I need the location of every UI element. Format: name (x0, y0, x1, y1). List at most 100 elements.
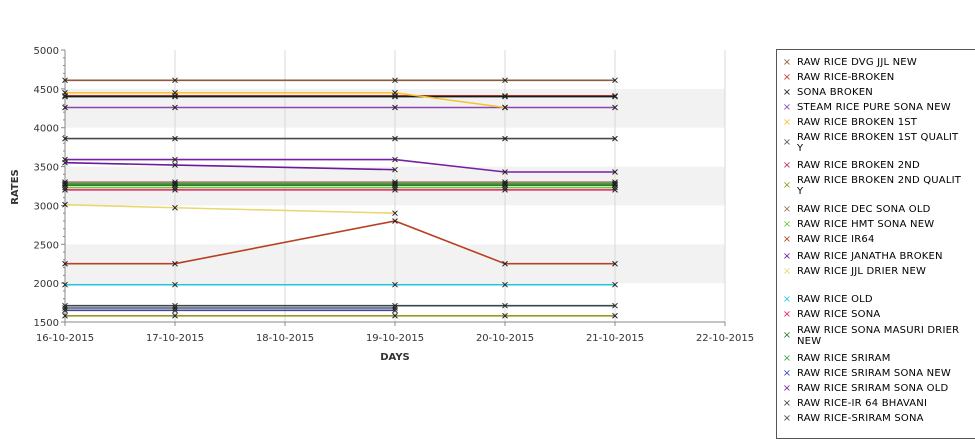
data-point (172, 307, 178, 314)
legend-label: RAW RICE-BROKEN (797, 72, 895, 83)
legend-label: RAW RICE JANATHA BROKEN (797, 251, 943, 262)
legend-marker-icon: × (782, 203, 792, 215)
legend-item: × RAW RICE DEC SONA OLD (777, 204, 975, 215)
legend-marker-icon: × (782, 180, 792, 191)
data-point (502, 302, 508, 309)
y-axis-title: RATES (10, 169, 21, 205)
legend-label: RAW RICE BROKEN 2ND QUALITY (797, 175, 962, 197)
data-point (612, 187, 618, 193)
legend-item: × RAW RICE SRIRAM SONA OLD (777, 383, 975, 394)
data-point (62, 312, 68, 319)
legend-item: × RAW RICE OLD (777, 294, 975, 305)
data-point (502, 169, 508, 175)
legend-item: × RAW RICE HMT SONA NEW (777, 219, 975, 230)
data-point (62, 305, 68, 311)
data-point (612, 182, 618, 189)
data-point (392, 77, 398, 84)
data-point (62, 187, 68, 193)
legend-label: RAW RICE SONA MASURI DRIER NEW (797, 325, 960, 347)
legend-label: RAW RICE SRIRAM (797, 353, 891, 364)
legend-marker-icon: × (782, 56, 792, 68)
x-tick-label: 17-10-2015 (146, 333, 204, 344)
legend-item: × RAW RICE SRIRAM SONA NEW (777, 368, 975, 379)
data-point (62, 307, 68, 314)
data-point (612, 169, 618, 175)
data-point (502, 93, 508, 100)
data-point (172, 187, 178, 193)
legend-marker-icon: × (782, 137, 792, 148)
legend-marker-icon: × (782, 293, 792, 305)
legend-item: × RAW RICE BROKEN 1ST QUALITY (777, 132, 975, 154)
legend-item: × RAW RICE-SRIRAM SONA (777, 413, 975, 424)
y-tick-label: 3500 (34, 163, 59, 174)
data-point (62, 302, 68, 309)
data-point (62, 180, 68, 187)
y-tick-label: 2000 (34, 279, 59, 290)
data-point (392, 187, 398, 193)
legend-item: × RAW RICE BROKEN 2ND QUALITY (777, 175, 975, 197)
data-point (62, 260, 68, 267)
legend-item: × RAW RICE SONA (777, 309, 975, 320)
x-tick-labels: 16-10-2015 17-10-2015 18-10-2015 19-10-2015… (36, 333, 754, 344)
legend-label: RAW RICE SONA (797, 309, 881, 320)
x-tick-label: 22-10-2015 (696, 333, 754, 344)
data-point (392, 281, 398, 288)
data-point (62, 89, 68, 96)
data-point (392, 104, 398, 111)
data-point (612, 135, 618, 142)
y-tick-label: 5000 (34, 46, 59, 57)
legend-item: × RAW RICE JANATHA BROKEN (777, 251, 975, 262)
x-tick-label: 20-10-2015 (476, 333, 534, 344)
data-point (172, 305, 178, 311)
legend-label: RAW RICE JJL DRIER NEW (797, 266, 927, 277)
legend-label: RAW RICE-SRIRAM SONA (797, 413, 924, 424)
data-point (172, 260, 178, 267)
data-point (612, 93, 618, 100)
data-point (612, 77, 618, 84)
legend-item: × RAW RICE-IR 64 BHAVANI (777, 398, 975, 409)
legend-item: × RAW RICE IR64 (777, 234, 975, 245)
legend-marker-icon: × (782, 101, 792, 113)
rates-line-chart: 1500 2000 2500 3000 3500 4000 4500 5000 16-10-2… (10, 46, 754, 363)
data-point (502, 135, 508, 142)
x-axis-title: DAYS (380, 352, 410, 363)
legend-item: × RAW RICE JJL DRIER NEW (777, 266, 975, 277)
data-point (502, 180, 508, 187)
data-point (612, 92, 618, 99)
x-tick-label: 18-10-2015 (256, 333, 314, 344)
data-point (172, 180, 178, 187)
y-tick-label: 1500 (34, 318, 59, 329)
data-point (612, 104, 618, 111)
data-point (392, 302, 398, 309)
legend-marker-icon: × (782, 116, 792, 128)
legend-label: RAW RICE SRIRAM SONA OLD (797, 383, 949, 394)
legend-marker-icon: × (782, 352, 792, 364)
series-points (62, 77, 618, 319)
data-point (612, 302, 618, 309)
data-point (172, 182, 178, 189)
data-point (502, 182, 508, 189)
data-point (172, 104, 178, 111)
data-point (392, 135, 398, 142)
legend-marker-icon: × (782, 265, 792, 277)
legend-label: RAW RICE DEC SONA OLD (797, 204, 931, 215)
data-point (392, 89, 398, 96)
data-point (172, 162, 178, 168)
data-point (502, 77, 508, 84)
data-point (172, 156, 178, 163)
data-point (612, 260, 618, 267)
x-tick-label: 19-10-2015 (366, 333, 424, 344)
x-tick-label: 16-10-2015 (36, 333, 94, 344)
y-tick-label: 4500 (34, 85, 59, 96)
data-point (392, 156, 398, 163)
legend-item: × RAW RICE BROKEN 2ND (777, 160, 975, 171)
legend-marker-icon: × (782, 86, 792, 98)
legend-label: STEAM RICE PURE SONA NEW (797, 102, 951, 113)
legend-marker-icon: × (782, 71, 792, 83)
data-point (62, 281, 68, 288)
data-point (502, 187, 508, 193)
data-point (62, 104, 68, 111)
data-point (392, 210, 398, 217)
legend-marker-icon: × (782, 330, 792, 341)
data-point (392, 218, 398, 224)
